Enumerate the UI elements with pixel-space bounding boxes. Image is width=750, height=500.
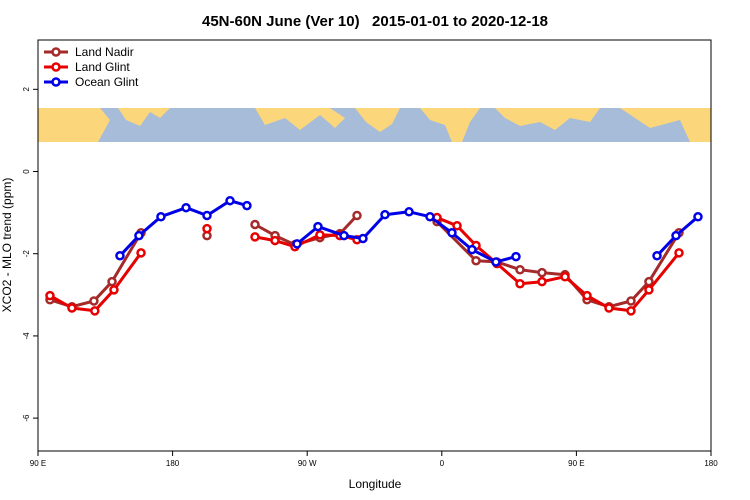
y-tick-label: 2 [22, 87, 31, 92]
legend-marker [51, 62, 61, 72]
data-point [582, 290, 592, 301]
x-tick-label: 180 [166, 459, 180, 468]
legend-marker [51, 47, 61, 57]
data-point [242, 200, 252, 211]
data-point [467, 244, 477, 255]
data-point [107, 276, 117, 287]
data-point [471, 255, 481, 266]
legend-label: Land Nadir [75, 45, 134, 59]
y-tick-label: -2 [22, 250, 31, 258]
data-point [134, 230, 144, 241]
data-point [270, 235, 280, 246]
data-point [292, 239, 302, 249]
data-point [425, 211, 435, 222]
y-tick-label: 0 [22, 169, 31, 174]
data-point [644, 285, 654, 295]
data-point [45, 290, 55, 301]
data-point [339, 230, 349, 241]
data-point [644, 276, 654, 287]
data-point [202, 223, 212, 234]
data-point [90, 306, 100, 316]
data-point [313, 221, 323, 232]
x-axis-label: Longitude [349, 477, 402, 491]
data-point [452, 221, 462, 231]
y-axis-label: XCO2 - MLO trend (ppm) [0, 178, 14, 313]
data-point [671, 230, 681, 241]
x-tick-label: 90 E [568, 459, 584, 468]
data-point [515, 264, 525, 275]
data-point [652, 251, 662, 261]
data-point [404, 207, 414, 217]
data-point [181, 202, 191, 213]
data-point [380, 209, 390, 220]
data-point [604, 303, 614, 313]
x-tick-label: 90 W [298, 459, 317, 468]
data-point [537, 267, 547, 278]
data-point [250, 219, 260, 230]
data-point [511, 251, 521, 262]
x-tick-label: 180 [704, 459, 718, 468]
data-point [136, 248, 146, 258]
map-strip [38, 108, 711, 142]
data-point [109, 285, 119, 295]
data-point [491, 257, 501, 267]
data-point [560, 271, 570, 282]
data-point [89, 296, 99, 306]
data-point [115, 251, 125, 261]
y-tick-label: -4 [22, 332, 31, 340]
data-point [693, 211, 703, 222]
data-point [225, 195, 235, 206]
legend-marker [51, 77, 61, 87]
legend-label: Land Glint [75, 60, 130, 74]
data-point [315, 230, 325, 240]
legend-label: Ocean Glint [75, 75, 139, 89]
data-point [250, 232, 260, 242]
data-point [674, 248, 684, 258]
data-point [537, 276, 547, 287]
map-land [38, 108, 711, 142]
plot-frame [37, 39, 712, 452]
data-point [352, 210, 362, 221]
y-tick-label: -6 [22, 414, 31, 422]
data-point [67, 303, 77, 313]
data-point [202, 210, 212, 221]
data-point [626, 296, 636, 306]
data-point [626, 306, 636, 316]
x-tick-label: 90 E [30, 459, 46, 468]
chart-title: 45N-60N June (Ver 10) 2015-01-01 to 2020… [202, 13, 548, 30]
data-point [156, 211, 166, 222]
x-tick-label: 0 [440, 459, 445, 468]
data-point [447, 228, 457, 238]
data-point [358, 233, 368, 244]
data-point [515, 278, 525, 289]
